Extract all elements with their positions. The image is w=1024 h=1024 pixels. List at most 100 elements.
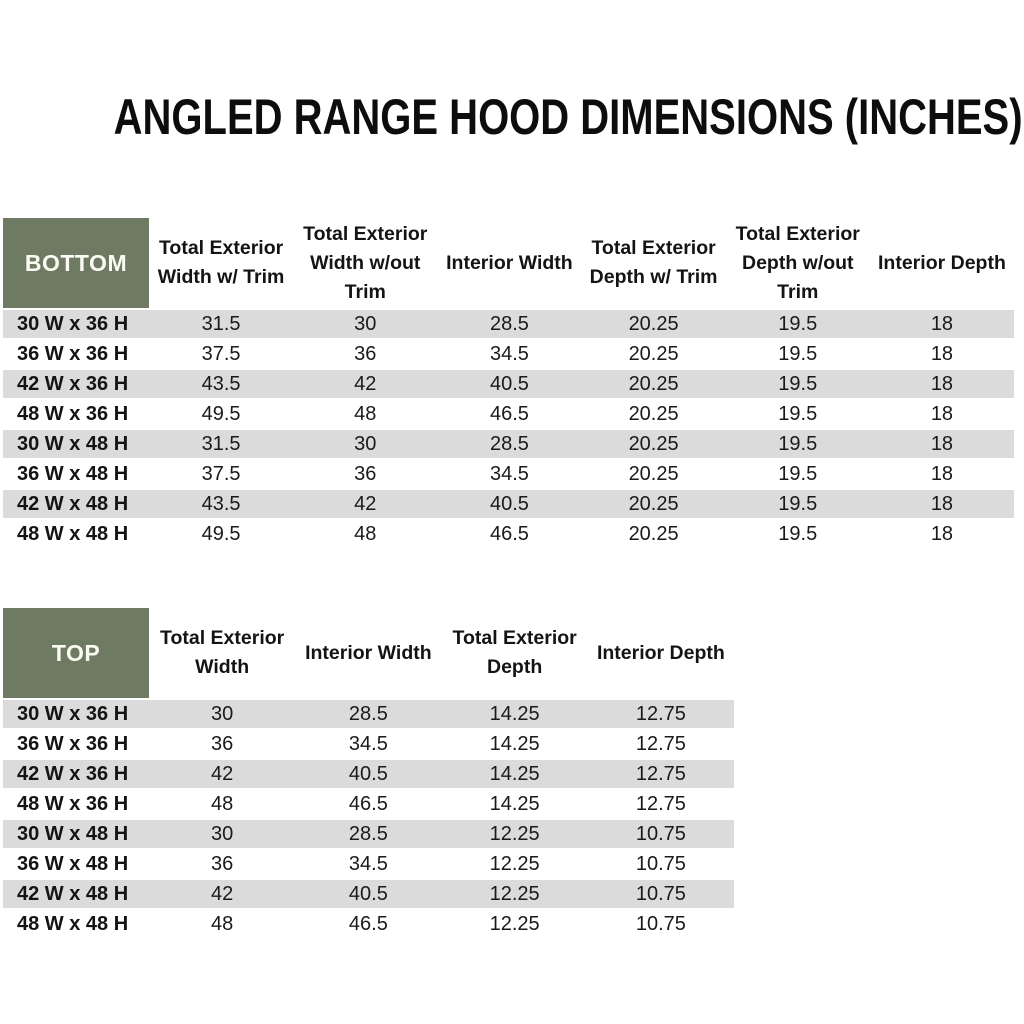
bottom-table-label: BOTTOM [3, 218, 149, 308]
dimension-value: 18 [930, 402, 954, 425]
bottom-dimensions-table: BOTTOM Total Exterior Width w/ Trim Total… [3, 218, 1014, 550]
dimension-value: 10.75 [635, 882, 686, 905]
dimension-value: 18 [930, 312, 954, 335]
dimension-value: 48 [211, 792, 234, 815]
dimension-value: 40.5 [489, 492, 529, 515]
row-size-label: 30 W x 36 H [17, 702, 129, 725]
row-size-label: 48 W x 48 H [17, 912, 129, 935]
bottom-table-header-row: BOTTOM Total Exterior Width w/ Trim Total… [3, 218, 1014, 308]
dimension-value: 28.5 [348, 702, 388, 725]
column-header: Total Exterior Depth w/ Trim [589, 237, 718, 288]
dimension-value: 12.25 [489, 882, 540, 905]
top-dimensions-table: TOP Total Exterior Width Interior Width To… [3, 608, 734, 940]
dimension-value: 48 [354, 402, 377, 425]
dimension-value: 19.5 [778, 522, 818, 545]
row-size-label: 36 W x 36 H [17, 732, 129, 755]
table-row: 42 W x 48 H 42 40.5 12.25 10.75 [3, 880, 734, 910]
dimension-value: 12.75 [635, 762, 686, 785]
dimension-value: 19.5 [778, 342, 818, 365]
dimension-value: 14.25 [489, 792, 540, 815]
table-row: 36 W x 48 H 37.5 36 34.5 20.25 19.5 18 [3, 460, 1014, 490]
dimension-value: 18 [930, 522, 954, 545]
dimension-value: 20.25 [628, 372, 679, 395]
dimension-value: 30 [211, 702, 234, 725]
dimension-value: 42 [211, 882, 234, 905]
column-header: Total Exterior Width w/out Trim [303, 222, 428, 303]
table-row: 48 W x 36 H 48 46.5 14.25 12.75 [3, 790, 734, 820]
row-size-label: 30 W x 48 H [17, 432, 129, 455]
dimension-value: 20.25 [628, 492, 679, 515]
dimension-value: 48 [211, 912, 234, 935]
table-row: 30 W x 48 H 30 28.5 12.25 10.75 [3, 820, 734, 850]
top-table-body: 30 W x 36 H 30 28.5 14.25 12.75 36 W x 36 H 36… [3, 700, 734, 940]
row-size-label: 30 W x 36 H [17, 312, 129, 335]
page-title-wrap: ANGLED RANGE HOOD DIMENSIONS (INCHES) [0, 88, 1024, 146]
dimension-value: 46.5 [348, 912, 388, 935]
dimension-value: 12.75 [635, 732, 686, 755]
column-header: Interior Width [446, 251, 573, 274]
dimension-value: 37.5 [201, 342, 241, 365]
dimension-value: 40.5 [348, 762, 388, 785]
dimension-value: 40.5 [489, 372, 529, 395]
dimension-value: 48 [354, 522, 377, 545]
dimension-value: 42 [211, 762, 234, 785]
dimension-value: 46.5 [348, 792, 388, 815]
table-row: 48 W x 48 H 48 46.5 12.25 10.75 [3, 910, 734, 940]
table-row: 36 W x 36 H 37.5 36 34.5 20.25 19.5 18 [3, 340, 1014, 370]
dimension-value: 42 [354, 372, 377, 395]
dimension-value: 12.25 [489, 852, 540, 875]
dimension-value: 14.25 [489, 762, 540, 785]
dimension-value: 34.5 [489, 462, 529, 485]
dimension-value: 18 [930, 372, 954, 395]
dimension-value: 19.5 [778, 492, 818, 515]
dimension-value: 20.25 [628, 522, 679, 545]
dimension-value: 28.5 [489, 432, 529, 455]
dimension-value: 14.25 [489, 732, 540, 755]
table-row: 42 W x 48 H 43.5 42 40.5 20.25 19.5 18 [3, 490, 1014, 520]
dimension-value: 49.5 [201, 522, 241, 545]
dimension-value: 30 [354, 432, 377, 455]
table-row: 48 W x 48 H 49.5 48 46.5 20.25 19.5 18 [3, 520, 1014, 550]
dimension-value: 30 [211, 822, 234, 845]
dimension-value: 18 [930, 462, 954, 485]
dimension-value: 34.5 [489, 342, 529, 365]
dimension-value: 19.5 [778, 402, 818, 425]
dimension-value: 43.5 [201, 372, 241, 395]
dimension-value: 20.25 [628, 402, 679, 425]
row-size-label: 36 W x 48 H [17, 462, 129, 485]
column-header: Total Exterior Depth w/out Trim [735, 222, 860, 303]
dimension-value: 10.75 [635, 852, 686, 875]
dimension-value: 34.5 [348, 852, 388, 875]
row-size-label: 36 W x 48 H [17, 852, 129, 875]
dimension-value: 46.5 [489, 402, 529, 425]
dimension-value: 12.25 [489, 912, 540, 935]
dimension-value: 42 [354, 492, 377, 515]
dimension-value: 20.25 [628, 432, 679, 455]
row-size-label: 30 W x 48 H [17, 822, 129, 845]
table-row: 42 W x 36 H 43.5 42 40.5 20.25 19.5 18 [3, 370, 1014, 400]
dimension-value: 18 [930, 492, 954, 515]
row-size-label: 42 W x 48 H [17, 492, 129, 515]
dimension-value: 12.25 [489, 822, 540, 845]
top-table-header-row: TOP Total Exterior Width Interior Width To… [3, 608, 734, 698]
row-size-label: 48 W x 36 H [17, 792, 129, 815]
table-row: 36 W x 48 H 36 34.5 12.25 10.75 [3, 850, 734, 880]
column-header: Interior Width [305, 641, 432, 664]
table-row: 30 W x 48 H 31.5 30 28.5 20.25 19.5 18 [3, 430, 1014, 460]
dimension-value: 36 [354, 462, 377, 485]
dimension-value: 19.5 [778, 462, 818, 485]
table-row: 36 W x 36 H 36 34.5 14.25 12.75 [3, 730, 734, 760]
table-row: 42 W x 36 H 42 40.5 14.25 12.75 [3, 760, 734, 790]
table-row: 30 W x 36 H 31.5 30 28.5 20.25 19.5 18 [3, 310, 1014, 340]
row-size-label: 42 W x 36 H [17, 762, 129, 785]
column-header: Interior Depth [878, 251, 1006, 274]
column-header: Interior Depth [596, 641, 725, 664]
dimension-value: 36 [354, 342, 377, 365]
dimension-value: 36 [211, 852, 234, 875]
dimension-value: 46.5 [489, 522, 529, 545]
dimension-value: 28.5 [348, 822, 388, 845]
column-header: Total Exterior Depth [452, 627, 577, 678]
bottom-table-body: 30 W x 36 H 31.5 30 28.5 20.25 19.5 18 36 W x 3… [3, 310, 1014, 550]
dimension-value: 19.5 [778, 312, 818, 335]
row-size-label: 36 W x 36 H [17, 342, 129, 365]
